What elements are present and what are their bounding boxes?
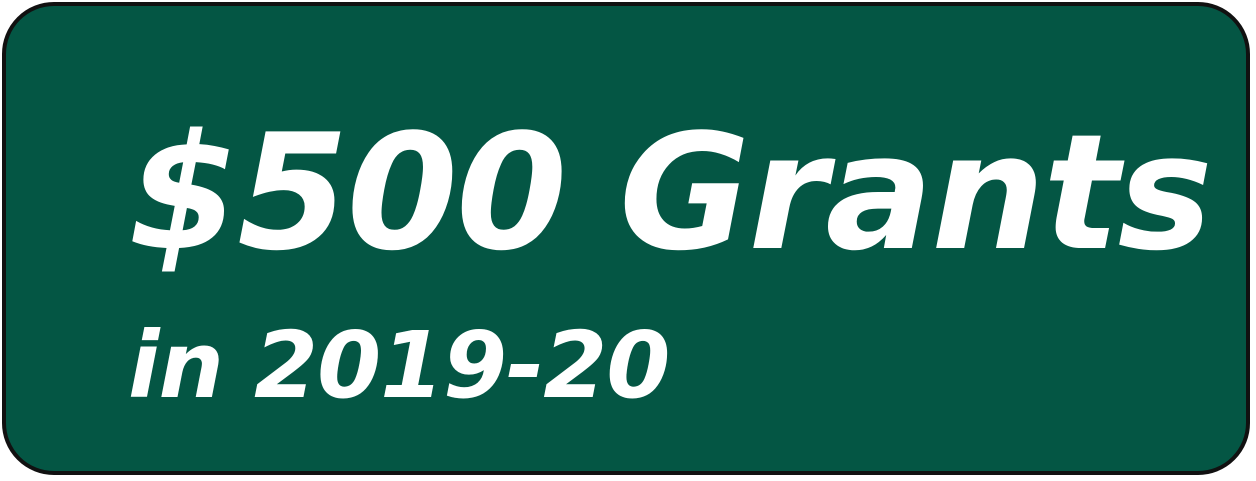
grant-amount-headline: $500 Grants bbox=[128, 99, 1213, 286]
grant-badge: $500 Grants in 2019-20 bbox=[2, 2, 1250, 475]
grant-year-subline: in 2019-20 bbox=[128, 312, 670, 419]
